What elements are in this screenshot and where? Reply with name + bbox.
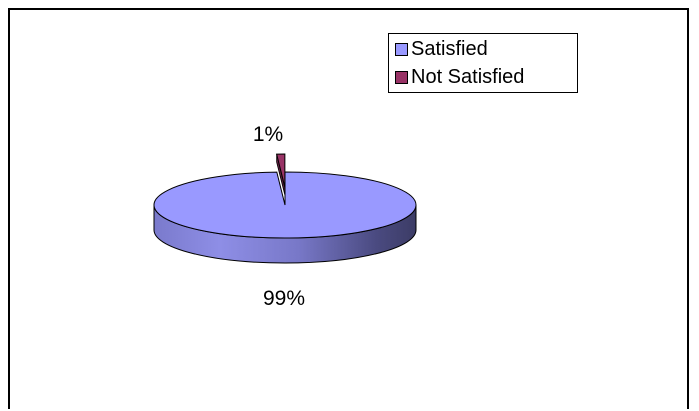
legend-swatch-not-satisfied	[395, 70, 408, 84]
legend-item-satisfied: Satisfied	[395, 37, 488, 61]
data-label-satisfied: 99%	[263, 287, 305, 310]
legend-label-satisfied: Satisfied	[411, 37, 488, 60]
legend-swatch-satisfied	[395, 42, 408, 56]
legend-item-not-satisfied: Not Satisfied	[395, 65, 524, 89]
pie-slice-not-satisfied	[276, 153, 286, 188]
legend-label-not-satisfied: Not Satisfied	[411, 65, 525, 88]
data-label-not-satisfied: 1%	[253, 123, 283, 146]
chart-legend: Satisfied Not Satisfied	[388, 33, 578, 93]
pie-slice-satisfied	[153, 171, 417, 239]
